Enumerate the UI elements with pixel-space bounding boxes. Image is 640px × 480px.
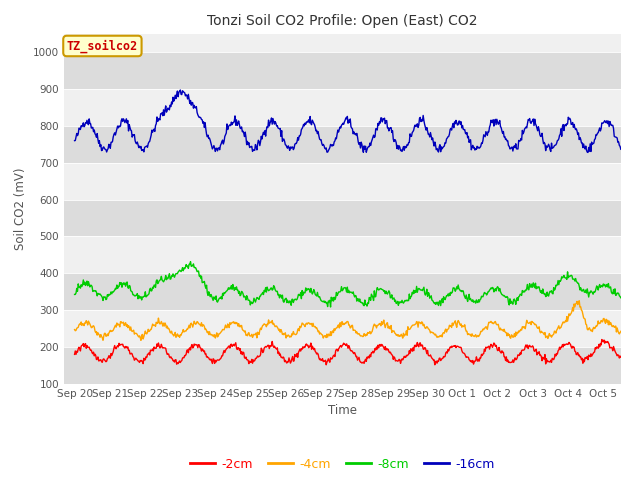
Bar: [64, 273, 621, 310]
Legend: -2cm, -4cm, -8cm, -16cm: -2cm, -4cm, -8cm, -16cm: [186, 453, 499, 476]
Bar: [64, 163, 621, 200]
Bar: [64, 34, 621, 52]
Bar: [64, 310, 621, 347]
Y-axis label: Soil CO2 (mV): Soil CO2 (mV): [15, 168, 28, 250]
Text: TZ_soilco2: TZ_soilco2: [67, 39, 138, 53]
Bar: [64, 200, 621, 237]
Bar: [64, 126, 621, 163]
Bar: [64, 89, 621, 126]
Bar: [64, 52, 621, 89]
Bar: [64, 347, 621, 384]
X-axis label: Time: Time: [328, 405, 357, 418]
Title: Tonzi Soil CO2 Profile: Open (East) CO2: Tonzi Soil CO2 Profile: Open (East) CO2: [207, 14, 477, 28]
Bar: [64, 237, 621, 273]
